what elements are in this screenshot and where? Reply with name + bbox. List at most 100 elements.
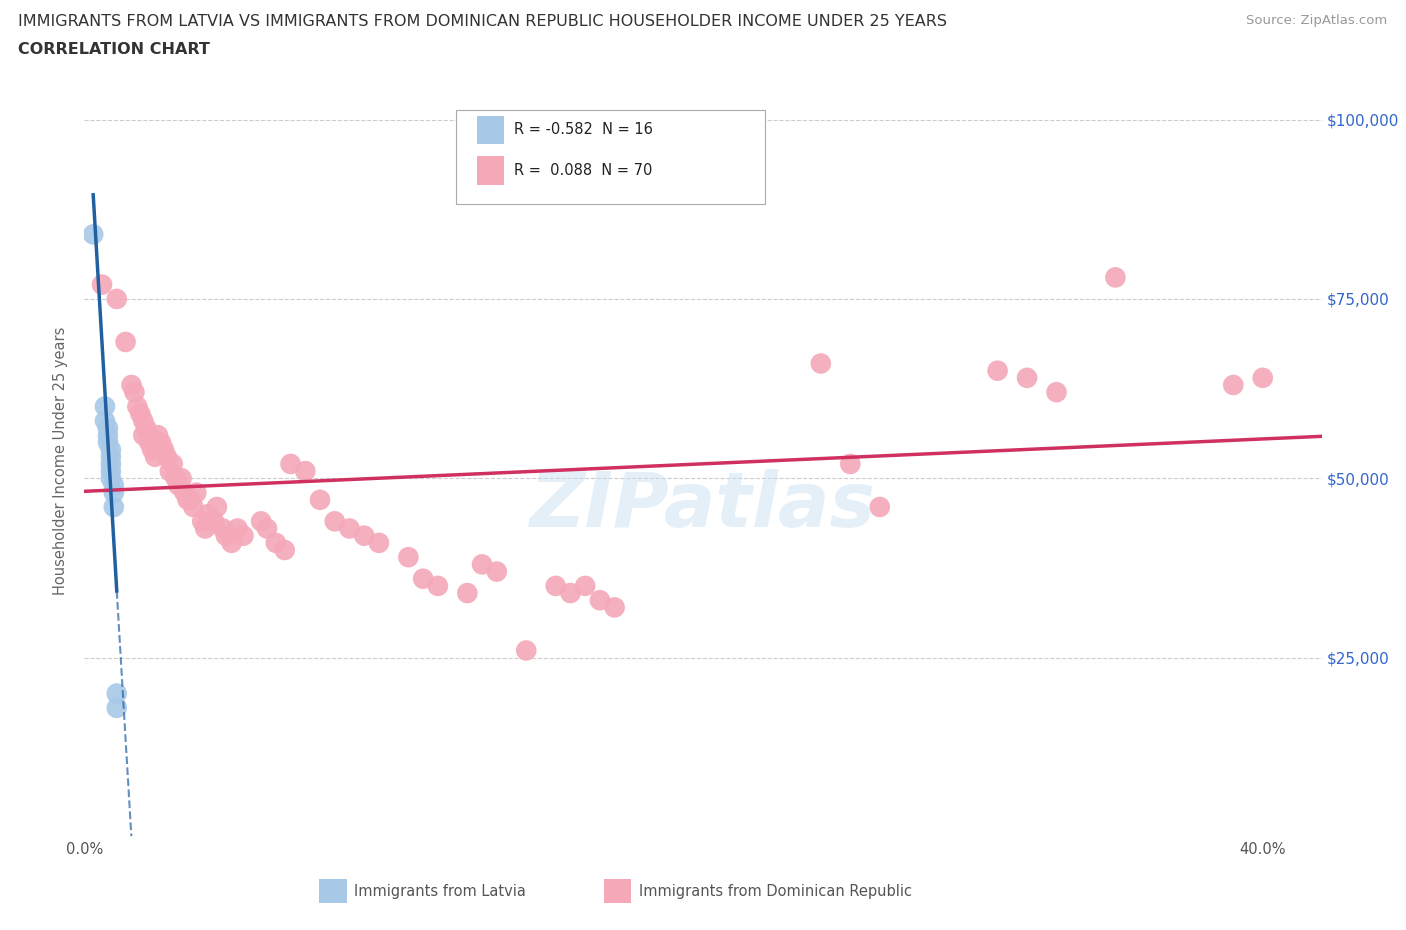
Point xyxy=(256,521,278,536)
Point xyxy=(471,557,494,572)
Point xyxy=(114,335,136,350)
Point xyxy=(97,420,120,435)
Point xyxy=(215,528,238,543)
Point xyxy=(94,414,117,429)
Point xyxy=(183,499,205,514)
Point xyxy=(138,428,160,443)
Point xyxy=(159,464,181,479)
Point xyxy=(810,356,832,371)
Point xyxy=(456,586,478,601)
Point xyxy=(162,457,184,472)
Point xyxy=(273,542,295,557)
Point xyxy=(205,499,228,514)
Point xyxy=(135,420,157,435)
Point xyxy=(574,578,596,593)
Point xyxy=(589,592,612,607)
Point xyxy=(353,528,375,543)
Point xyxy=(323,514,346,529)
Point xyxy=(226,521,249,536)
FancyBboxPatch shape xyxy=(605,879,631,903)
Point xyxy=(127,399,149,414)
Point xyxy=(94,399,117,414)
Point xyxy=(97,435,120,450)
Point xyxy=(603,600,626,615)
Point xyxy=(194,521,217,536)
Point xyxy=(211,521,233,536)
Point xyxy=(97,428,120,443)
Point xyxy=(153,442,176,457)
FancyBboxPatch shape xyxy=(319,879,347,903)
Point xyxy=(100,471,122,485)
Point xyxy=(1015,370,1038,385)
Point xyxy=(176,492,198,507)
Point xyxy=(105,686,128,701)
Point xyxy=(103,478,125,493)
FancyBboxPatch shape xyxy=(477,156,503,185)
Text: ZIPatlas: ZIPatlas xyxy=(530,469,876,542)
Point xyxy=(105,700,128,715)
Point xyxy=(105,291,128,306)
Text: R = -0.582  N = 16: R = -0.582 N = 16 xyxy=(513,123,652,138)
Text: Immigrants from Dominican Republic: Immigrants from Dominican Republic xyxy=(638,884,911,898)
Point xyxy=(100,464,122,479)
Point xyxy=(156,449,179,464)
Point xyxy=(1222,378,1244,392)
Point xyxy=(264,536,287,551)
Point xyxy=(103,499,125,514)
Point xyxy=(167,478,190,493)
FancyBboxPatch shape xyxy=(477,115,503,144)
Point xyxy=(309,492,332,507)
Point xyxy=(339,521,361,536)
Point xyxy=(869,499,891,514)
Text: R =  0.088  N = 70: R = 0.088 N = 70 xyxy=(513,163,652,178)
Point xyxy=(250,514,273,529)
Y-axis label: Householder Income Under 25 years: Householder Income Under 25 years xyxy=(53,326,69,594)
Point xyxy=(987,364,1010,379)
Point xyxy=(186,485,208,500)
Point xyxy=(165,471,187,485)
Point xyxy=(91,277,114,292)
Point xyxy=(132,428,155,443)
Point xyxy=(515,643,537,658)
Point xyxy=(100,457,122,472)
Point xyxy=(173,485,195,500)
Point xyxy=(221,536,243,551)
Text: Source: ZipAtlas.com: Source: ZipAtlas.com xyxy=(1247,14,1388,27)
Point xyxy=(280,457,302,472)
Point xyxy=(146,428,169,443)
Point xyxy=(143,449,166,464)
Point xyxy=(1251,370,1274,385)
Point xyxy=(426,578,449,593)
Text: CORRELATION CHART: CORRELATION CHART xyxy=(18,42,209,57)
Point xyxy=(100,442,122,457)
Point xyxy=(544,578,567,593)
Point xyxy=(1104,270,1126,285)
Point xyxy=(121,378,143,392)
Point xyxy=(103,485,125,500)
Point xyxy=(100,449,122,464)
Point xyxy=(839,457,862,472)
Point xyxy=(294,464,316,479)
Point xyxy=(368,536,391,551)
Point xyxy=(170,471,193,485)
Point xyxy=(129,406,152,421)
Text: Immigrants from Latvia: Immigrants from Latvia xyxy=(354,884,526,898)
Point xyxy=(179,492,201,507)
Point xyxy=(396,550,419,565)
Point xyxy=(138,435,160,450)
FancyBboxPatch shape xyxy=(456,110,765,205)
Point xyxy=(149,435,172,450)
Text: IMMIGRANTS FROM LATVIA VS IMMIGRANTS FROM DOMINICAN REPUBLIC HOUSEHOLDER INCOME : IMMIGRANTS FROM LATVIA VS IMMIGRANTS FRO… xyxy=(18,14,948,29)
Point xyxy=(485,565,508,579)
Point xyxy=(141,442,163,457)
Point xyxy=(82,227,104,242)
Point xyxy=(560,586,582,601)
Point xyxy=(1045,385,1067,400)
Point xyxy=(124,385,146,400)
Point xyxy=(202,514,225,529)
Point xyxy=(692,177,714,192)
Point xyxy=(412,571,434,586)
Point xyxy=(232,528,254,543)
Point xyxy=(191,514,214,529)
Point xyxy=(132,414,155,429)
